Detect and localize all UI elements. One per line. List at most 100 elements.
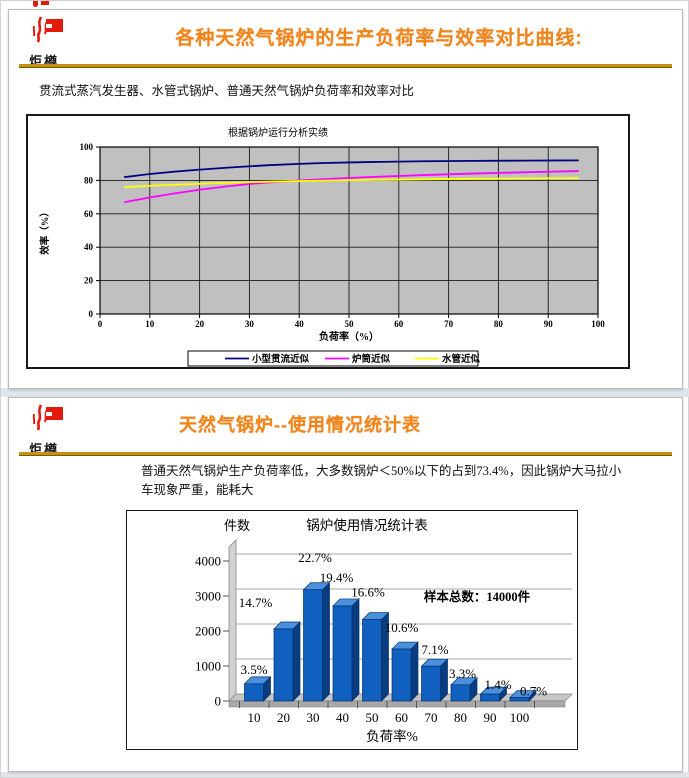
bar-column-90 [479, 686, 508, 702]
x-axis-label: 负荷率% [366, 728, 418, 744]
bar-front [244, 683, 264, 702]
bar-front [273, 628, 294, 702]
x-tick-label: 60 [395, 710, 408, 725]
slide1-title: 各种天然气锅炉的生产负荷率与效率对比曲线: [175, 28, 583, 49]
x-tick-label: 40 [336, 710, 349, 725]
legend-label: 水管近似 [442, 353, 481, 365]
flame-logo-icon [32, 16, 63, 43]
company-logo: 炬樽 [29, 16, 85, 70]
y-tick-label: 3000 [195, 589, 221, 604]
x-tick-label: 80 [494, 319, 504, 329]
slide1-subtitle: 贯流式蒸汽发生器、水管式锅炉、普通天然气锅炉负荷率和效率对比 [39, 84, 415, 98]
flame-stroke [36, 404, 43, 431]
x-tick-label: 20 [277, 710, 290, 725]
y-tick-label: 0 [89, 309, 94, 319]
header-divider [19, 64, 672, 68]
bar-chart-frame: 锅炉使用情况统计表 件数 0 1000 2000 3000 4000 3.5% 10 14.7% 2… [126, 510, 578, 750]
chart-title: 锅炉使用情况统计表 [306, 517, 428, 533]
x-tick-label: 100 [591, 319, 605, 329]
logo-square-notch [46, 412, 52, 416]
bar-column-50 [361, 611, 390, 702]
x-tick-label: 10 [145, 319, 155, 329]
bar-percent-label: 14.7% [239, 595, 273, 610]
legend-label: 小型贯流近似 [251, 353, 310, 365]
bar-column-40 [332, 598, 360, 702]
bar-side [410, 641, 419, 702]
bar-percent-label: 3.5% [240, 662, 267, 677]
x-tick-label: 10 [248, 710, 261, 725]
bar-percent-label: 0.7% [520, 684, 547, 699]
y-axis-label: 件数 [224, 518, 250, 533]
x-tick-label: 20 [195, 319, 205, 329]
logo-square [46, 407, 63, 420]
bar-front [509, 697, 530, 702]
line-series-1 [124, 170, 579, 204]
bar-percent-label: 22.7% [298, 550, 332, 565]
slide2-body-text: 普通天然气锅炉生产负荷率低，大多数锅炉＜50%以下的占到73.4%，因此锅炉大马… [141, 464, 622, 497]
x-tick-label: 70 [425, 710, 438, 725]
y-tick-label: 60 [84, 209, 94, 219]
y-tick-label: 0 [215, 694, 222, 709]
y-axis-label: 效率（%） [39, 207, 51, 255]
y-tick-label: 20 [84, 276, 94, 286]
page-bottom-band [1, 772, 689, 777]
bar-chart: 锅炉使用情况统计表 件数 0 1000 2000 3000 4000 3.5% 10 14.7% 2… [195, 517, 573, 744]
flame-stroke [32, 25, 36, 37]
line-chart: 根据锅炉运行分析实绩 0 20 40 60 80 100 0 10 20 30 40 50 60 70 80 9… [39, 126, 605, 367]
bar-front [362, 619, 382, 702]
bar-column-10 [243, 676, 272, 702]
x-tick-label: 0 [98, 319, 103, 329]
previous-page-artifact [41, 1, 49, 5]
bar-percent-label: 7.1% [421, 642, 448, 657]
chart-title: 根据锅炉运行分析实绩 [228, 126, 328, 139]
bar-column-100 [509, 689, 537, 702]
x-tick-label: 90 [544, 319, 554, 329]
bar-percent-label: 1.4% [484, 677, 511, 692]
x-tick-label: 30 [245, 319, 255, 329]
chart-3d-wall [228, 539, 237, 702]
bar-percent-label: 19.4% [320, 570, 354, 585]
legend-label: 炉筒近似 [352, 353, 391, 365]
bar-percent-label: 3.3% [449, 666, 476, 681]
bar-percent-label: 16.6% [351, 585, 385, 600]
header-divider [19, 452, 672, 456]
bar-column-60 [391, 641, 419, 702]
logo-square-notch [46, 24, 52, 28]
line-series-0 [124, 159, 579, 178]
x-tick-label: 100 [510, 710, 530, 725]
slide-2: 炬樽 天然气锅炉--使用情况统计表 普通天然气锅炉生产负荷率低，大多数锅炉＜50… [8, 397, 683, 772]
bar-column-30 [302, 581, 331, 702]
bar-front [480, 693, 500, 702]
slide-1: 炬樽 各种天然气锅炉的生产负荷率与效率对比曲线: 贯流式蒸汽发生器、水管式锅炉、… [8, 9, 683, 389]
flame-stroke [36, 16, 43, 43]
bar-side [351, 598, 360, 702]
x-axis-label: 负荷率（%） [319, 330, 379, 343]
bar-side [292, 621, 301, 702]
bar-front [450, 684, 471, 702]
y-tick-label: 4000 [195, 554, 221, 569]
bar-front [421, 665, 441, 702]
line-chart-frame: 根据锅炉运行分析实绩 0 20 40 60 80 100 0 10 20 30 40 50 60 70 80 9… [26, 114, 630, 369]
bar-percent-label: 10.6% [385, 620, 419, 635]
y-tick-label: 100 [80, 142, 94, 152]
x-tick-label: 50 [366, 710, 379, 725]
x-tick-label: 90 [484, 710, 497, 725]
y-tick-label: 40 [84, 242, 94, 252]
bar-column-70 [420, 658, 449, 702]
bar-column-20 [273, 621, 301, 702]
x-tick-label: 80 [454, 710, 467, 725]
bar-column-80 [450, 676, 478, 702]
bar-front [303, 589, 323, 702]
flame-stroke [32, 413, 36, 425]
x-tick-label: 40 [295, 319, 305, 329]
page-gap-band [1, 388, 689, 397]
bar-front [391, 648, 412, 702]
y-tick-label: 2000 [195, 624, 221, 639]
line-series-2 [124, 177, 579, 188]
x-tick-label: 60 [394, 319, 404, 329]
y-tick-label: 80 [84, 175, 94, 185]
x-tick-label: 70 [444, 319, 454, 329]
bar-front [332, 605, 353, 702]
x-tick-label: 50 [345, 319, 355, 329]
